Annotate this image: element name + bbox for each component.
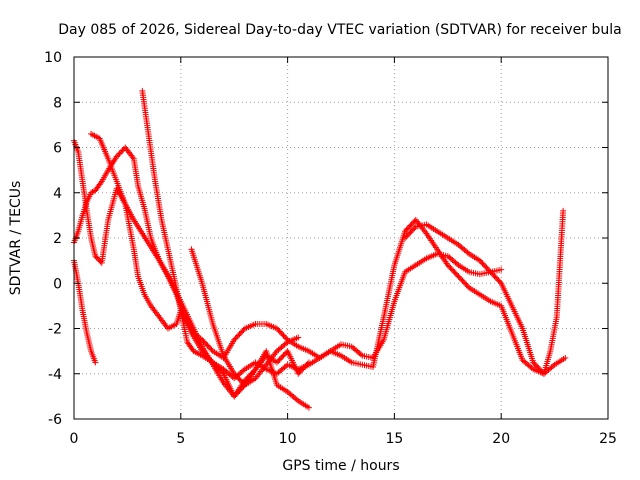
- ticks: 0 5 10 15 20 25 -6 -4 -2 0 2 4 6 8 10: [44, 50, 617, 447]
- series-pass-2: [71, 144, 312, 411]
- x-tick-label: 5: [176, 431, 185, 447]
- y-tick-label: 8: [53, 95, 62, 111]
- y-tick-label: 0: [53, 276, 62, 292]
- y-tick-label: 4: [53, 186, 62, 202]
- series-pass-7: [188, 246, 302, 389]
- series-pass-6: [402, 207, 567, 377]
- series-pass-4: [88, 130, 505, 361]
- x-tick-label: 0: [70, 431, 79, 447]
- y-tick-label: 2: [53, 231, 62, 247]
- y-axis-title: SDTVAR / TECUs: [8, 181, 24, 296]
- y-tick-label: -6: [48, 412, 62, 428]
- x-axis-title: GPS time / hours: [282, 458, 399, 474]
- chart-title: Day 085 of 2026, Sidereal Day-to-day VTE…: [58, 22, 621, 38]
- series-pass-1: [71, 137, 312, 400]
- x-tick-label: 15: [385, 431, 403, 447]
- series-pass-5: [139, 87, 569, 382]
- series-pass-3: [71, 257, 99, 366]
- x-tick-label: 20: [492, 431, 510, 447]
- x-tick-label: 10: [279, 431, 297, 447]
- x-tick-label: 25: [599, 431, 617, 447]
- series-layer: [71, 87, 569, 411]
- series-line: [191, 249, 299, 386]
- series-line: [141, 90, 566, 379]
- y-tick-label: 6: [53, 141, 62, 157]
- y-tick-label: 10: [44, 50, 62, 66]
- y-tick-label: -4: [48, 367, 62, 383]
- grid: [74, 57, 608, 419]
- y-tick-label: -2: [48, 322, 62, 338]
